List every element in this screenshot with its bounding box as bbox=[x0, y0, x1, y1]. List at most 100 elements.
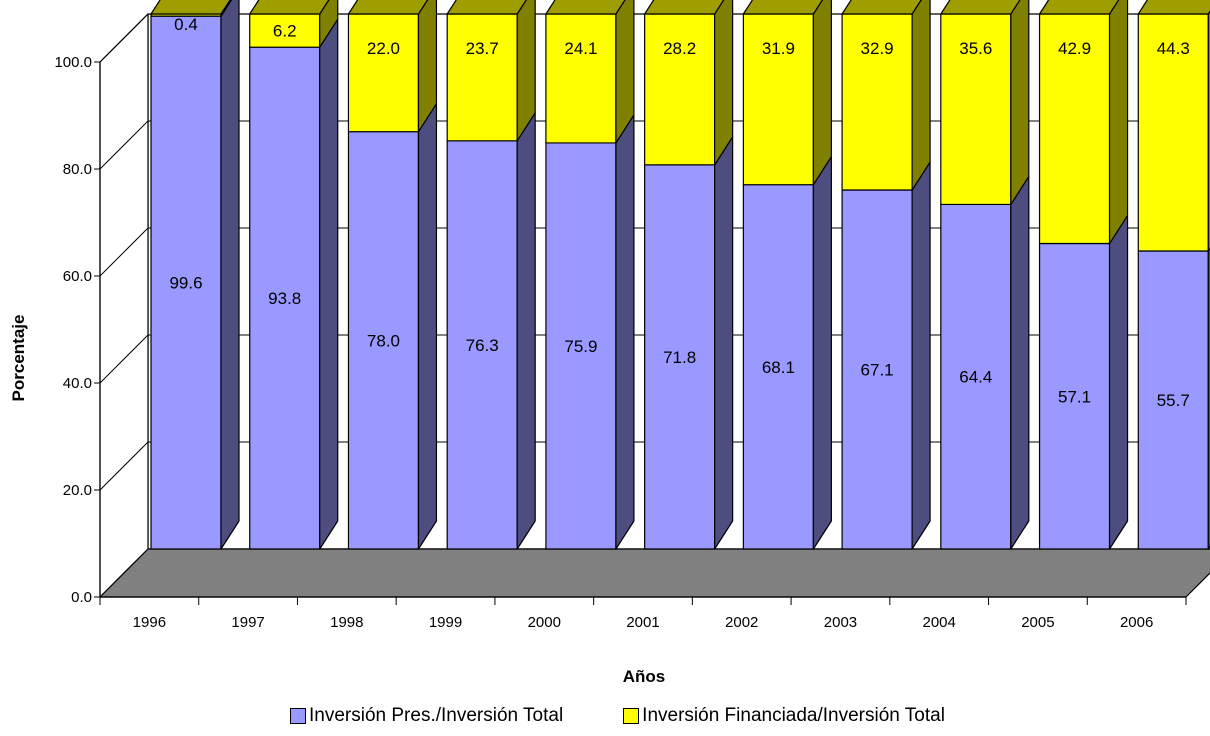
bar-top bbox=[940, 0, 1021, 15]
data-label: 44.3 bbox=[1157, 39, 1190, 58]
bar-inversion-pres-2001: 71.8 bbox=[644, 136, 734, 550]
bar-top bbox=[1038, 0, 1120, 15]
data-label: 64.4 bbox=[959, 368, 992, 387]
x-tick-label: 2000 bbox=[528, 614, 561, 631]
bar-side bbox=[615, 0, 635, 144]
legend-label-inversion-financiada: Inversión Financiada/Inversión Total bbox=[642, 705, 945, 726]
data-label: 0.4 bbox=[174, 15, 198, 34]
gridline-side bbox=[99, 120, 149, 170]
gridline-side bbox=[99, 13, 149, 63]
data-label: 57.1 bbox=[1058, 387, 1091, 406]
bar-top bbox=[1137, 0, 1210, 15]
x-tick-label: 2005 bbox=[1021, 614, 1054, 631]
bar-top bbox=[841, 0, 922, 15]
bar-side bbox=[220, 0, 233, 17]
y-tick-label: 40.0 bbox=[63, 375, 92, 392]
bar-inversion-pres-1996: 99.6 bbox=[150, 0, 240, 550]
y-tick-label: 80.0 bbox=[63, 161, 92, 178]
bar-side bbox=[1010, 0, 1030, 206]
data-label: 78.0 bbox=[367, 331, 400, 350]
data-label: 6.2 bbox=[273, 22, 297, 41]
bar-inversion-financiada-2001: 28.2 bbox=[644, 0, 734, 166]
bar-side bbox=[714, 0, 734, 166]
bar-inversion-financiada-2005: 42.9 bbox=[1038, 0, 1129, 245]
bar-inversion-financiada-2004: 35.6 bbox=[940, 0, 1030, 206]
x-axis-title: Años bbox=[623, 667, 666, 686]
bar-side bbox=[1010, 175, 1030, 550]
bar-inversion-pres-2005: 57.1 bbox=[1038, 214, 1129, 550]
bars: 99.6 0.4 93.8 6.2 78.0 22.0 76.3 23.7 75.9 24.1 71… bbox=[150, 0, 1210, 550]
x-tick-label: 2003 bbox=[824, 614, 857, 631]
bar-side bbox=[319, 0, 339, 48]
bar-side bbox=[319, 18, 339, 550]
bar-inversion-financiada-2002: 31.9 bbox=[742, 0, 832, 186]
bar-inversion-pres-1997: 93.8 bbox=[249, 18, 339, 550]
data-label: 28.2 bbox=[663, 39, 696, 58]
bar-side bbox=[516, 112, 536, 550]
data-label: 71.8 bbox=[663, 348, 696, 367]
bar-inversion-pres-2000: 75.9 bbox=[545, 114, 635, 550]
y-axis-title: Porcentaje bbox=[9, 315, 28, 402]
bar-side bbox=[516, 0, 536, 142]
bar-side bbox=[714, 136, 734, 550]
data-label: 31.9 bbox=[762, 39, 795, 58]
gridline-side bbox=[99, 334, 149, 384]
bar-inversion-financiada-1996: 0.4 bbox=[150, 0, 233, 34]
bar-inversion-financiada-1997: 6.2 bbox=[249, 0, 339, 48]
bar-side bbox=[812, 156, 832, 550]
legend-swatch-inversion-financiada bbox=[623, 708, 640, 724]
bar-inversion-pres-1998: 78.0 bbox=[347, 103, 438, 550]
y-axis: 0.0 20.0 40.0 60.0 80.0 100.0 bbox=[54, 54, 101, 606]
side-wall bbox=[99, 13, 149, 598]
bar-front bbox=[545, 13, 617, 144]
bar-side bbox=[417, 103, 438, 550]
y-tick-label: 60.0 bbox=[63, 268, 92, 285]
data-label: 22.0 bbox=[367, 39, 400, 58]
data-label: 67.1 bbox=[861, 361, 894, 380]
legend-label-inversion-pres: Inversión Pres./Inversión Total bbox=[309, 705, 564, 726]
x-tick-label: 2006 bbox=[1120, 614, 1153, 631]
bar-inversion-financiada-2006: 44.3 bbox=[1137, 0, 1210, 252]
data-label: 42.9 bbox=[1058, 39, 1091, 58]
bar-side bbox=[812, 0, 832, 186]
bar-inversion-pres-2006: 55.7 bbox=[1137, 247, 1210, 550]
floor bbox=[99, 548, 1210, 598]
bar-inversion-pres-2002: 68.1 bbox=[742, 156, 832, 550]
bar-top bbox=[446, 0, 527, 15]
bar-side bbox=[911, 161, 931, 550]
data-label: 35.6 bbox=[959, 39, 992, 58]
x-tick-label: 2004 bbox=[922, 614, 955, 631]
x-axis: 1996 1997 1998 1999 2000 2001 2002 2003 2004 2005… bbox=[99, 596, 1187, 631]
bar-top bbox=[347, 0, 429, 15]
data-label: 93.8 bbox=[268, 289, 301, 308]
data-label: 23.7 bbox=[466, 39, 499, 58]
x-tick-label: 2002 bbox=[725, 614, 758, 631]
data-label: 75.9 bbox=[564, 337, 597, 356]
bar-top bbox=[150, 0, 231, 15]
data-label: 99.6 bbox=[169, 274, 202, 293]
bar-side bbox=[615, 114, 635, 550]
bar-top bbox=[249, 0, 330, 15]
bar-inversion-financiada-2000: 24.1 bbox=[545, 0, 635, 144]
x-tick-label: 2001 bbox=[626, 614, 659, 631]
bar-top bbox=[644, 0, 725, 15]
y-tick-label: 100.0 bbox=[54, 54, 92, 71]
data-label: 68.1 bbox=[762, 358, 795, 377]
x-tick-label: 1998 bbox=[330, 614, 363, 631]
legend-item-inversion-financiada: Inversión Financiada/Inversión Total bbox=[623, 705, 945, 727]
bar-inversion-pres-2003: 67.1 bbox=[841, 161, 931, 550]
bar-front bbox=[644, 13, 716, 166]
data-label: 32.9 bbox=[861, 39, 894, 58]
bar-front bbox=[446, 13, 518, 142]
bar-side bbox=[1108, 214, 1129, 550]
bar-side bbox=[417, 0, 438, 133]
bar-inversion-financiada-1998: 22.0 bbox=[347, 0, 438, 133]
bar-inversion-financiada-2003: 32.9 bbox=[841, 0, 931, 191]
bar-inversion-pres-2004: 64.4 bbox=[940, 175, 1030, 550]
bar-top bbox=[545, 0, 626, 15]
bar-inversion-pres-1999: 76.3 bbox=[446, 112, 536, 550]
data-label: 55.7 bbox=[1157, 391, 1190, 410]
gridline-side bbox=[99, 441, 149, 491]
y-tick-label: 20.0 bbox=[63, 482, 92, 499]
